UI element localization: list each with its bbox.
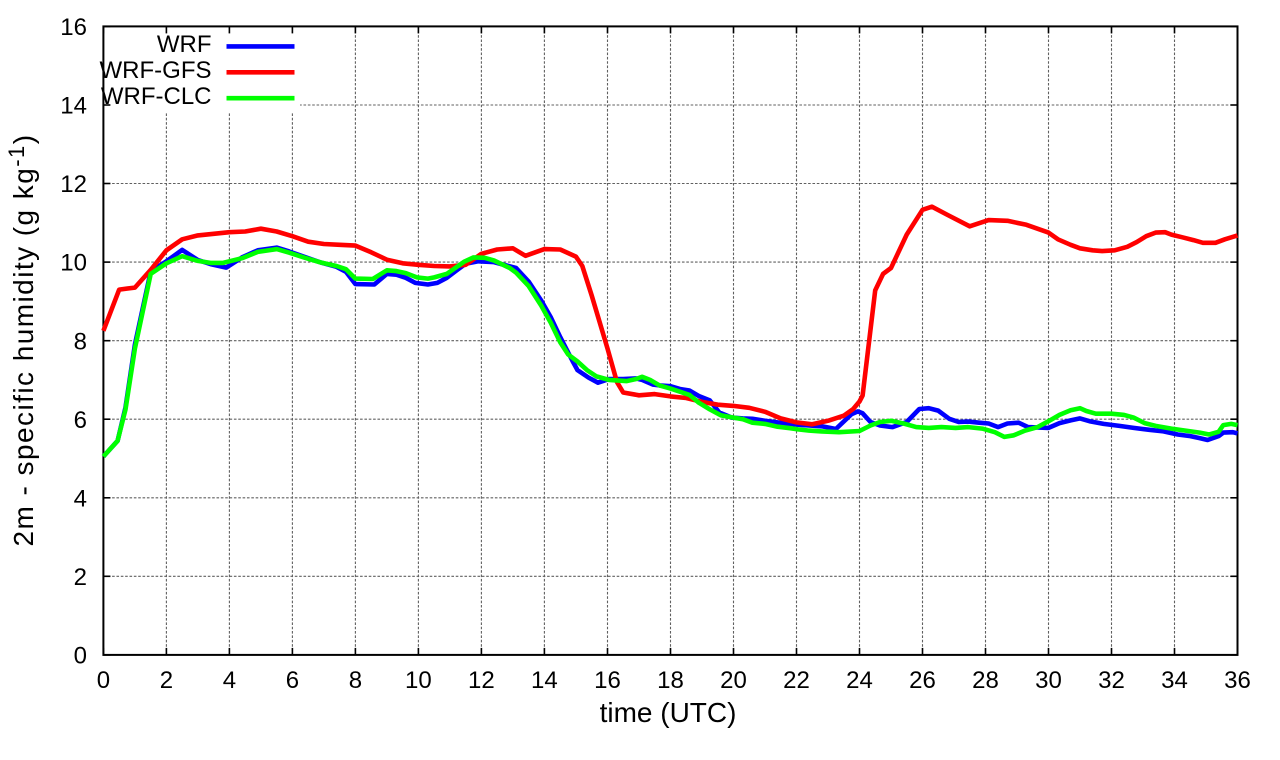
svg-text:12: 12 — [468, 667, 495, 694]
svg-text:0: 0 — [97, 667, 110, 694]
svg-text:20: 20 — [720, 667, 747, 694]
svg-text:WRF-GFS: WRF-GFS — [100, 57, 212, 84]
svg-text:34: 34 — [1161, 667, 1188, 694]
svg-text:WRF-CLC: WRF-CLC — [101, 83, 212, 110]
svg-text:2m - specific humidity (g kg-1: 2m - specific humidity (g kg-1) — [4, 133, 39, 546]
svg-text:32: 32 — [1098, 667, 1125, 694]
svg-text:10: 10 — [60, 250, 87, 277]
svg-text:26: 26 — [909, 667, 936, 694]
svg-text:16: 16 — [594, 667, 621, 694]
svg-text:12: 12 — [60, 171, 87, 198]
svg-text:14: 14 — [531, 667, 558, 694]
svg-text:30: 30 — [1035, 667, 1062, 694]
svg-text:16: 16 — [60, 14, 87, 41]
svg-text:WRF: WRF — [157, 31, 212, 58]
svg-text:36: 36 — [1224, 667, 1251, 694]
svg-text:2: 2 — [160, 667, 173, 694]
svg-text:8: 8 — [74, 328, 87, 355]
svg-text:14: 14 — [60, 93, 87, 120]
svg-text:28: 28 — [972, 667, 999, 694]
svg-text:4: 4 — [74, 485, 87, 512]
svg-text:22: 22 — [783, 667, 810, 694]
svg-text:time (UTC): time (UTC) — [600, 697, 737, 728]
svg-text:10: 10 — [405, 667, 432, 694]
svg-text:0: 0 — [74, 643, 87, 670]
svg-text:18: 18 — [657, 667, 684, 694]
svg-text:8: 8 — [349, 667, 362, 694]
svg-text:24: 24 — [846, 667, 873, 694]
svg-text:6: 6 — [74, 407, 87, 434]
svg-text:4: 4 — [223, 667, 236, 694]
svg-text:2: 2 — [74, 564, 87, 591]
svg-text:6: 6 — [286, 667, 299, 694]
